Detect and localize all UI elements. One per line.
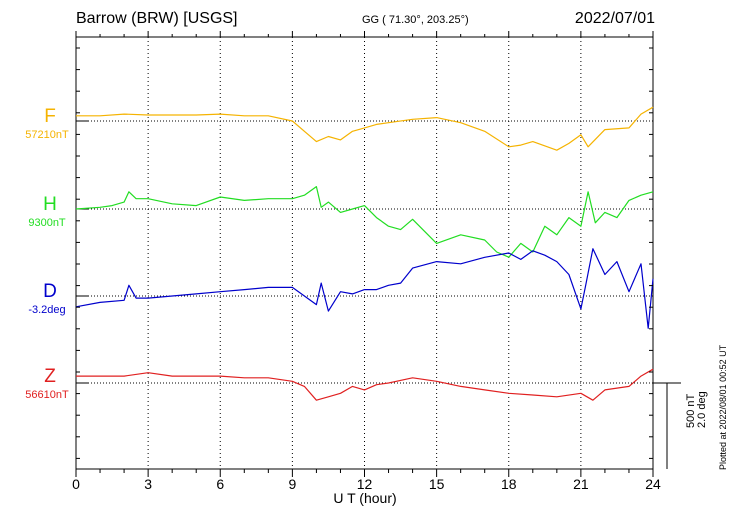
channel-d-baseline: -3.2deg	[28, 304, 66, 316]
tick-layer: 0 3 6 9 12 15 18 21 24	[72, 31, 661, 492]
channel-h-baseline: 9300nT	[28, 217, 66, 229]
x-tick-label: 9	[288, 476, 296, 492]
plot-date: 2022/07/01	[574, 10, 655, 27]
channel-f-letter: F	[44, 106, 56, 127]
series-line-d	[75, 248, 654, 329]
x-tick-label: 24	[645, 476, 661, 492]
channel-h-letter: H	[43, 194, 57, 215]
baseline-layer	[76, 120, 653, 384]
grid-layer	[147, 37, 582, 469]
x-tick-label: 12	[357, 476, 373, 492]
x-tick-label: 0	[72, 476, 80, 492]
x-axis-label: U T (hour)	[333, 490, 397, 506]
station-title: Barrow (BRW) [USGS]	[76, 10, 238, 27]
x-tick-label: 6	[216, 476, 224, 492]
x-tick-label: 3	[144, 476, 152, 492]
series-line-z	[76, 368, 654, 401]
series-line-h	[75, 186, 654, 258]
x-tick-label: 15	[429, 476, 445, 492]
scale-bar-label: 500 nT 2.0 deg	[685, 391, 708, 428]
channel-z-baseline: 56610nT	[25, 389, 69, 401]
scale-bar	[653, 382, 681, 469]
x-tick-label: 18	[501, 476, 517, 492]
x-tick-label: 21	[573, 476, 589, 492]
channel-f-baseline: 57210nT	[25, 129, 69, 141]
plotted-timestamp: Plotted at 2022/08/01 00:52 UT	[718, 344, 728, 470]
geographic-coordinates: GG ( 71.30°, 203.25°)	[362, 14, 469, 26]
series-line-f	[76, 106, 654, 151]
channel-d-letter: D	[43, 281, 57, 302]
channel-z-letter: Z	[44, 366, 56, 387]
series-layer	[75, 106, 654, 401]
